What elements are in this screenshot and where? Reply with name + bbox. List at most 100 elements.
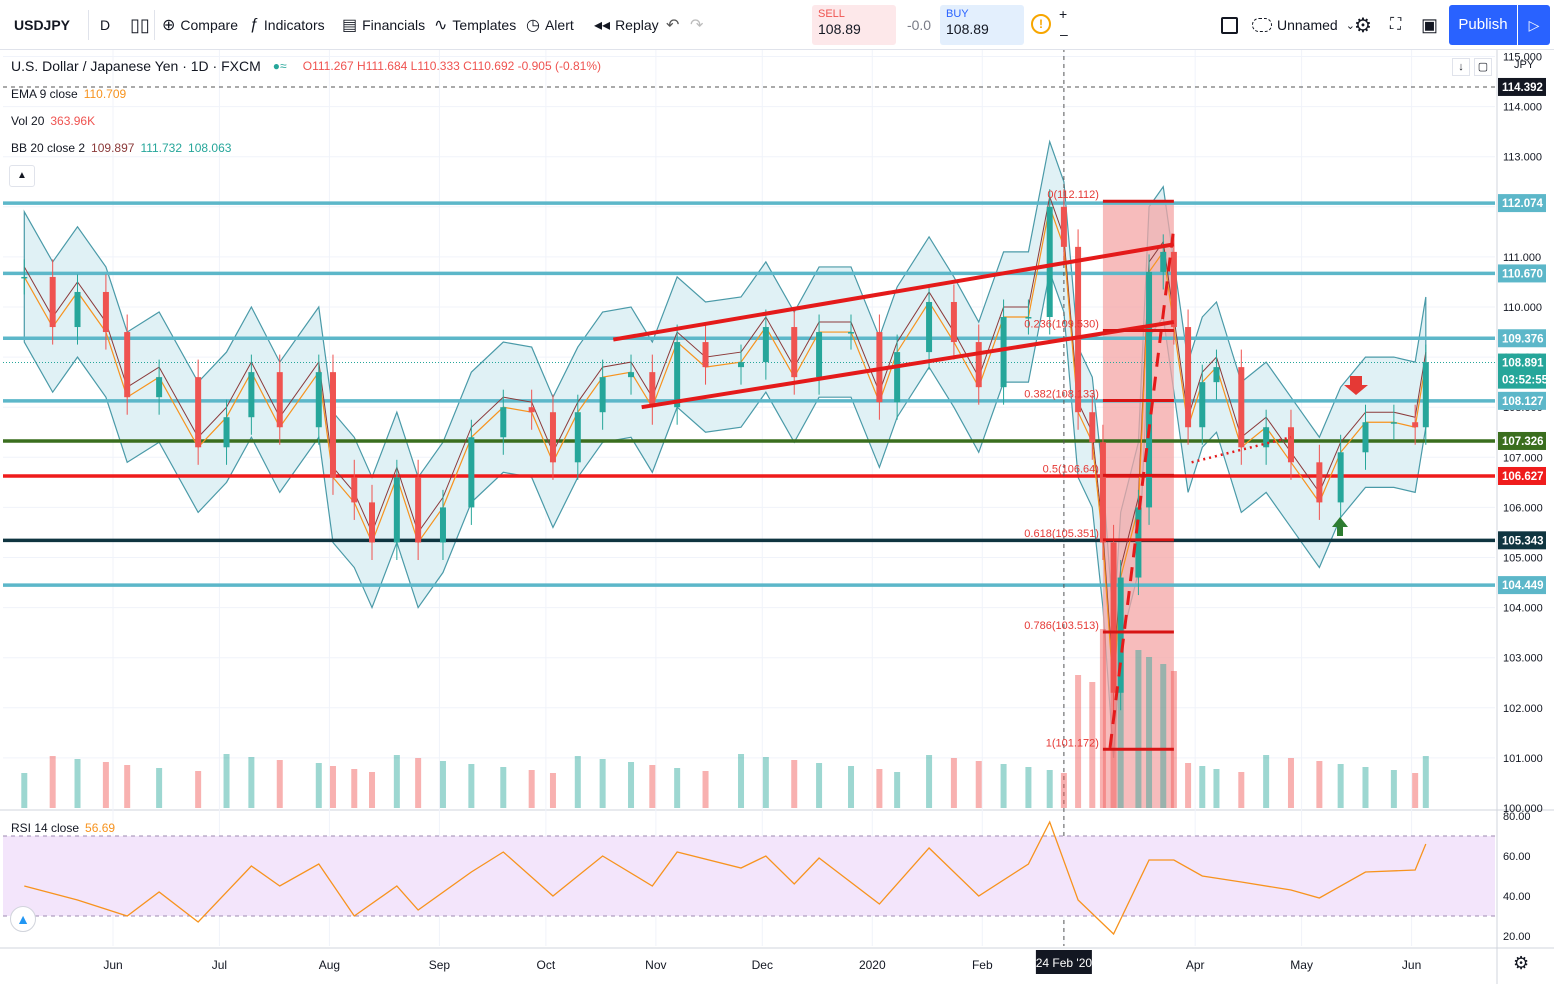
price-tag (1498, 391, 1546, 410)
ema-legend[interactable]: EMA 9 close 110.709 (11, 87, 126, 101)
replay-button[interactable]: ◂◂ Replay (594, 0, 659, 50)
price-tag-label: 108.127 (1502, 396, 1544, 408)
candle-body (1000, 317, 1007, 388)
fib-label: 0.618(105.351) (1024, 528, 1099, 540)
fibonacci-levels: 0(112.112) 0.236(109.530) 0.382(108.133) 0.… (1024, 189, 1174, 751)
interval-button[interactable]: D (100, 17, 111, 33)
candle-body (276, 372, 283, 428)
volume-legend[interactable]: Vol 20 363.96K (11, 114, 95, 128)
volume-bar (1316, 761, 1323, 808)
time-tick-label: Oct (537, 958, 556, 972)
volume-bar (1000, 764, 1007, 808)
volume-bar (738, 754, 745, 808)
volume-bar (762, 757, 769, 808)
redo-icon[interactable]: ↷ (690, 17, 704, 34)
volume-bar (599, 759, 606, 808)
plus-circle-icon: ⊕ (162, 17, 176, 34)
candle-body (1316, 462, 1323, 503)
gear-icon[interactable]: ⚙ (1513, 953, 1530, 973)
volume-bar (1287, 758, 1294, 808)
price-tag-label: 105.343 (1502, 535, 1544, 547)
buy-price: 108.89 (946, 21, 989, 37)
select-layout-checkbox[interactable] (1221, 17, 1238, 34)
alert-button[interactable]: ◷ Alert (526, 0, 574, 50)
gear-icon[interactable]: ⚙ (1354, 14, 1372, 37)
candle-body (1117, 577, 1124, 693)
price-tag-label: 112.074 (1502, 198, 1544, 210)
undo-icon[interactable]: ↶ (666, 17, 680, 34)
candle-body (1046, 206, 1053, 318)
info-icon[interactable]: ! (1031, 14, 1051, 34)
volume-bar (1117, 643, 1124, 808)
indicators-button[interactable]: ƒ Indicators (250, 0, 325, 50)
bollinger-legend[interactable]: BB 20 close 2 109.897 111.732 108.063 (11, 141, 231, 155)
price-tag (1498, 194, 1546, 213)
volume-bar (1060, 773, 1067, 808)
ema-value: 110.709 (83, 87, 127, 101)
volume-bar (975, 761, 982, 808)
candle-body (1213, 367, 1220, 383)
time-tick-label: Nov (645, 958, 666, 972)
collapse-legend-button[interactable]: ▲ (9, 165, 35, 187)
publish-button[interactable]: Publish (1449, 5, 1517, 45)
candle-body (1160, 251, 1167, 272)
time-axis: Jun Jul Aug Sep Oct Nov Dec 2020 Feb 24 Feb '20 Ap… (103, 950, 1421, 974)
volume-bar (791, 760, 798, 808)
rsi-legend[interactable]: RSI 14 close 56.69 (11, 821, 115, 835)
arrow-down-icon[interactable]: ↓ (1452, 58, 1470, 76)
price-tick-label: 101.000 (1503, 753, 1543, 765)
volume-bar (574, 756, 581, 808)
price-axis: 115.000114.000113.000112.000111.000110.0… (1498, 52, 1549, 815)
volume-bar (549, 773, 556, 808)
tradingview-logo-icon[interactable]: ▲ (10, 906, 36, 932)
minus-icon[interactable]: – (1060, 26, 1068, 42)
candle-body (702, 342, 709, 368)
buy-button[interactable]: BUY 108.89 (940, 5, 1024, 45)
financials-button[interactable]: ▤ Financials (342, 0, 425, 50)
candle-body (329, 372, 336, 478)
fib-label: 1(101.172) (1046, 737, 1099, 749)
templates-button[interactable]: ∿ Templates (434, 0, 516, 50)
volume-bar (369, 772, 376, 808)
bb-upper: 111.732 (140, 141, 183, 155)
camera-icon[interactable]: ▣ (1421, 14, 1439, 35)
play-icon[interactable]: ▷ (1518, 5, 1550, 45)
time-tick-label: Feb (972, 958, 993, 972)
vol-value: 363.96K (50, 114, 96, 128)
volume-bar (329, 766, 336, 808)
rsi-line (24, 820, 1427, 936)
volume-bar (21, 773, 28, 808)
price-tag (1498, 370, 1546, 389)
time-tick-label: Sep (429, 958, 451, 972)
ohlc-values: O111.267 H111.684 L110.333 C110.692 -0.9… (302, 59, 601, 73)
volume-bar (393, 755, 400, 808)
symbol-search-button[interactable]: USDJPY (14, 17, 71, 33)
chevron-down-icon: ⌄ (1345, 19, 1355, 32)
volume-bar (1238, 772, 1245, 808)
fib-label: 0.786(103.513) (1024, 620, 1099, 632)
indicators-label: Indicators (263, 17, 325, 33)
price-tick-label: 107.000 (1503, 452, 1543, 464)
volume-bar (528, 770, 535, 808)
layout-name-button[interactable]: Unnamed ⌄ (1252, 0, 1360, 50)
price-tag-label: 107.326 (1502, 436, 1544, 448)
compare-button[interactable]: ⊕ Compare (162, 0, 238, 50)
candle-body (195, 377, 202, 448)
sell-button[interactable]: SELL 108.89 (812, 5, 896, 45)
candle-body (975, 342, 982, 388)
alarm-clock-icon: ◷ (526, 17, 540, 34)
volume-bar (1263, 755, 1270, 808)
plus-icon[interactable]: + (1059, 6, 1068, 22)
fullscreen-icon[interactable]: ⛶ (1390, 16, 1402, 33)
volume-bar (1362, 767, 1369, 808)
restore-icon[interactable]: ▢ (1474, 58, 1492, 76)
templates-label: Templates (452, 17, 517, 33)
volume-bar (950, 758, 957, 808)
candles (21, 189, 1429, 711)
volume-bar (415, 758, 422, 808)
volume-bar (628, 762, 635, 808)
candles-icon[interactable]: ▯▯ (130, 14, 150, 35)
candle-body (1170, 251, 1177, 328)
candle-body (876, 332, 883, 403)
